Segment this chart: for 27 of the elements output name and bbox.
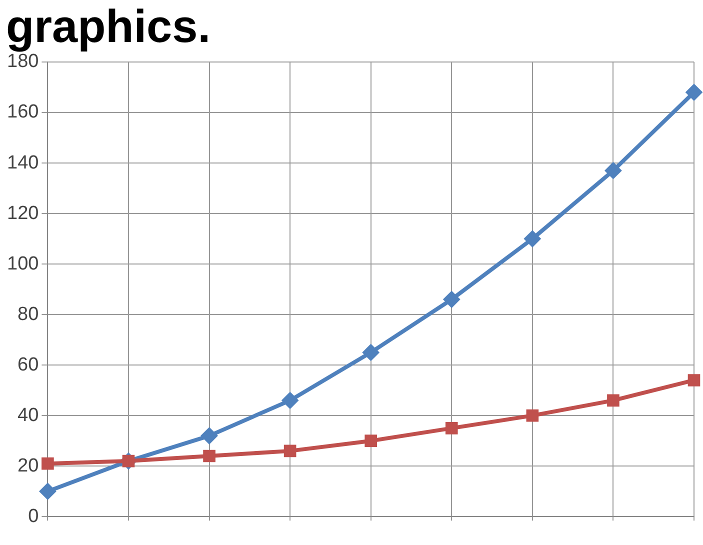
point [362, 344, 380, 361]
chart-title: graphics. [6, 0, 211, 52]
point [524, 230, 541, 248]
point [284, 444, 296, 458]
point [607, 394, 620, 407]
point [42, 457, 54, 470]
point [688, 374, 700, 386]
point [200, 427, 218, 444]
point [39, 482, 56, 500]
y-tick-label: 120 [7, 202, 39, 224]
point [526, 409, 539, 422]
y-tick-label: 100 [7, 253, 39, 274]
y-tick-label: 80 [18, 304, 39, 325]
point [282, 392, 299, 409]
y-tick-label: 140 [7, 152, 39, 174]
y-tick-label: 180 [7, 51, 39, 72]
point [686, 84, 702, 101]
point [445, 422, 458, 434]
y-tick-label: 160 [7, 102, 39, 123]
point [604, 162, 622, 180]
point [443, 290, 460, 308]
y-tick-label: 20 [18, 455, 39, 476]
y-tick-label: 40 [18, 404, 39, 426]
y-tick-label: 0 [28, 506, 39, 527]
point [203, 450, 216, 462]
point [364, 434, 378, 447]
y-tick-label: 60 [18, 354, 39, 376]
